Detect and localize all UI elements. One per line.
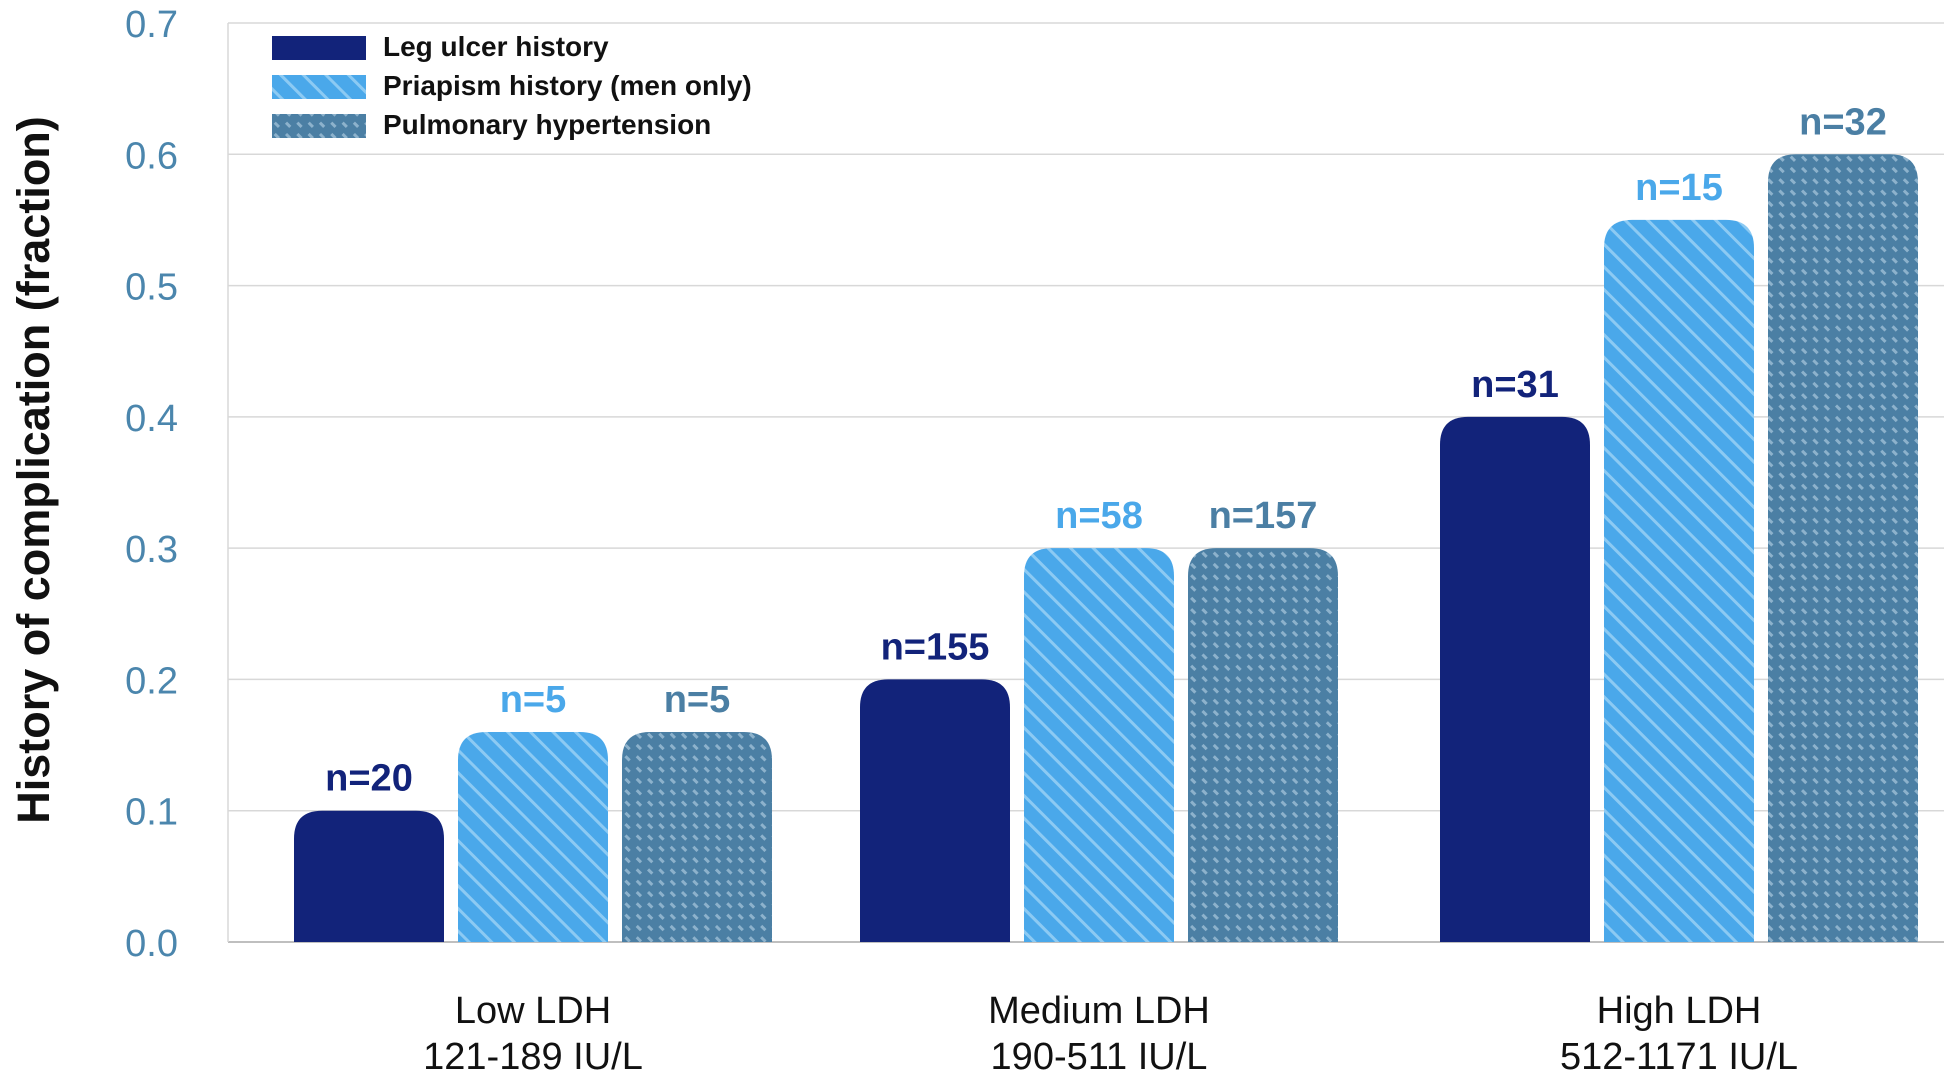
bar-diagonal-stripes-2 xyxy=(1604,219,1754,942)
legend-label: Priapism history (men only) xyxy=(383,70,752,101)
bar-solid-2 xyxy=(1440,416,1590,942)
legend-swatch xyxy=(272,75,366,99)
y-tick-label: 0.1 xyxy=(125,792,178,834)
bar-value-label: n=15 xyxy=(1635,167,1723,209)
bar-diagonal-stripes-0 xyxy=(458,731,608,942)
bars xyxy=(294,154,1918,943)
y-axis: 0.0 0.1 0.2 0.3 0.4 0.5 0.6 0.7 xyxy=(125,4,229,965)
bar-dashed-dots-2 xyxy=(1768,154,1918,943)
bar-value-label: n=58 xyxy=(1055,495,1143,537)
y-tick-label: 0.5 xyxy=(125,267,178,309)
bar-solid-0 xyxy=(294,810,444,942)
bar-value-label: n=5 xyxy=(664,679,731,721)
bar-diagonal-stripes-1 xyxy=(1024,548,1174,942)
bar-value-label: n=31 xyxy=(1471,364,1559,406)
category-label-line1: Low LDH xyxy=(455,990,611,1032)
bar-solid-1 xyxy=(860,679,1010,942)
legend-label: Leg ulcer history xyxy=(383,31,609,62)
bar-labels: n=20 n=155 n=31 n=5 n=58 n=15 n=5 n=157 n=32 xyxy=(325,101,1887,799)
bar-value-label: n=20 xyxy=(325,758,413,800)
bar-value-label: n=155 xyxy=(881,626,990,668)
y-tick-label: 0.3 xyxy=(125,529,178,571)
legend-swatch xyxy=(272,114,366,138)
category-label-line1: High LDH xyxy=(1597,990,1762,1032)
legend: Leg ulcer history Priapism history (men o… xyxy=(272,31,752,140)
bar-dashed-dots-1 xyxy=(1188,548,1338,942)
legend-label: Pulmonary hypertension xyxy=(383,109,711,140)
y-tick-label: 0.2 xyxy=(125,660,178,702)
y-tick-label: 0.7 xyxy=(125,4,178,46)
category-label-line2: 190-511 IU/L xyxy=(991,1036,1208,1078)
category-label-line2: 121-189 IU/L xyxy=(423,1036,643,1078)
bar-value-label: n=157 xyxy=(1209,495,1318,537)
category-label-line1: Medium LDH xyxy=(988,990,1210,1032)
y-tick-label: 0.0 xyxy=(125,923,178,965)
bar-dashed-dots-0 xyxy=(622,731,772,942)
bar-value-label: n=32 xyxy=(1799,101,1887,143)
y-tick-label: 0.6 xyxy=(125,135,178,177)
y-axis-title: History of complication (fraction) xyxy=(8,116,59,824)
category-label-line2: 512-1171 IU/L xyxy=(1560,1036,1798,1078)
y-tick-label: 0.4 xyxy=(125,398,178,440)
legend-swatch xyxy=(272,36,366,60)
bar-value-label: n=5 xyxy=(500,679,567,721)
